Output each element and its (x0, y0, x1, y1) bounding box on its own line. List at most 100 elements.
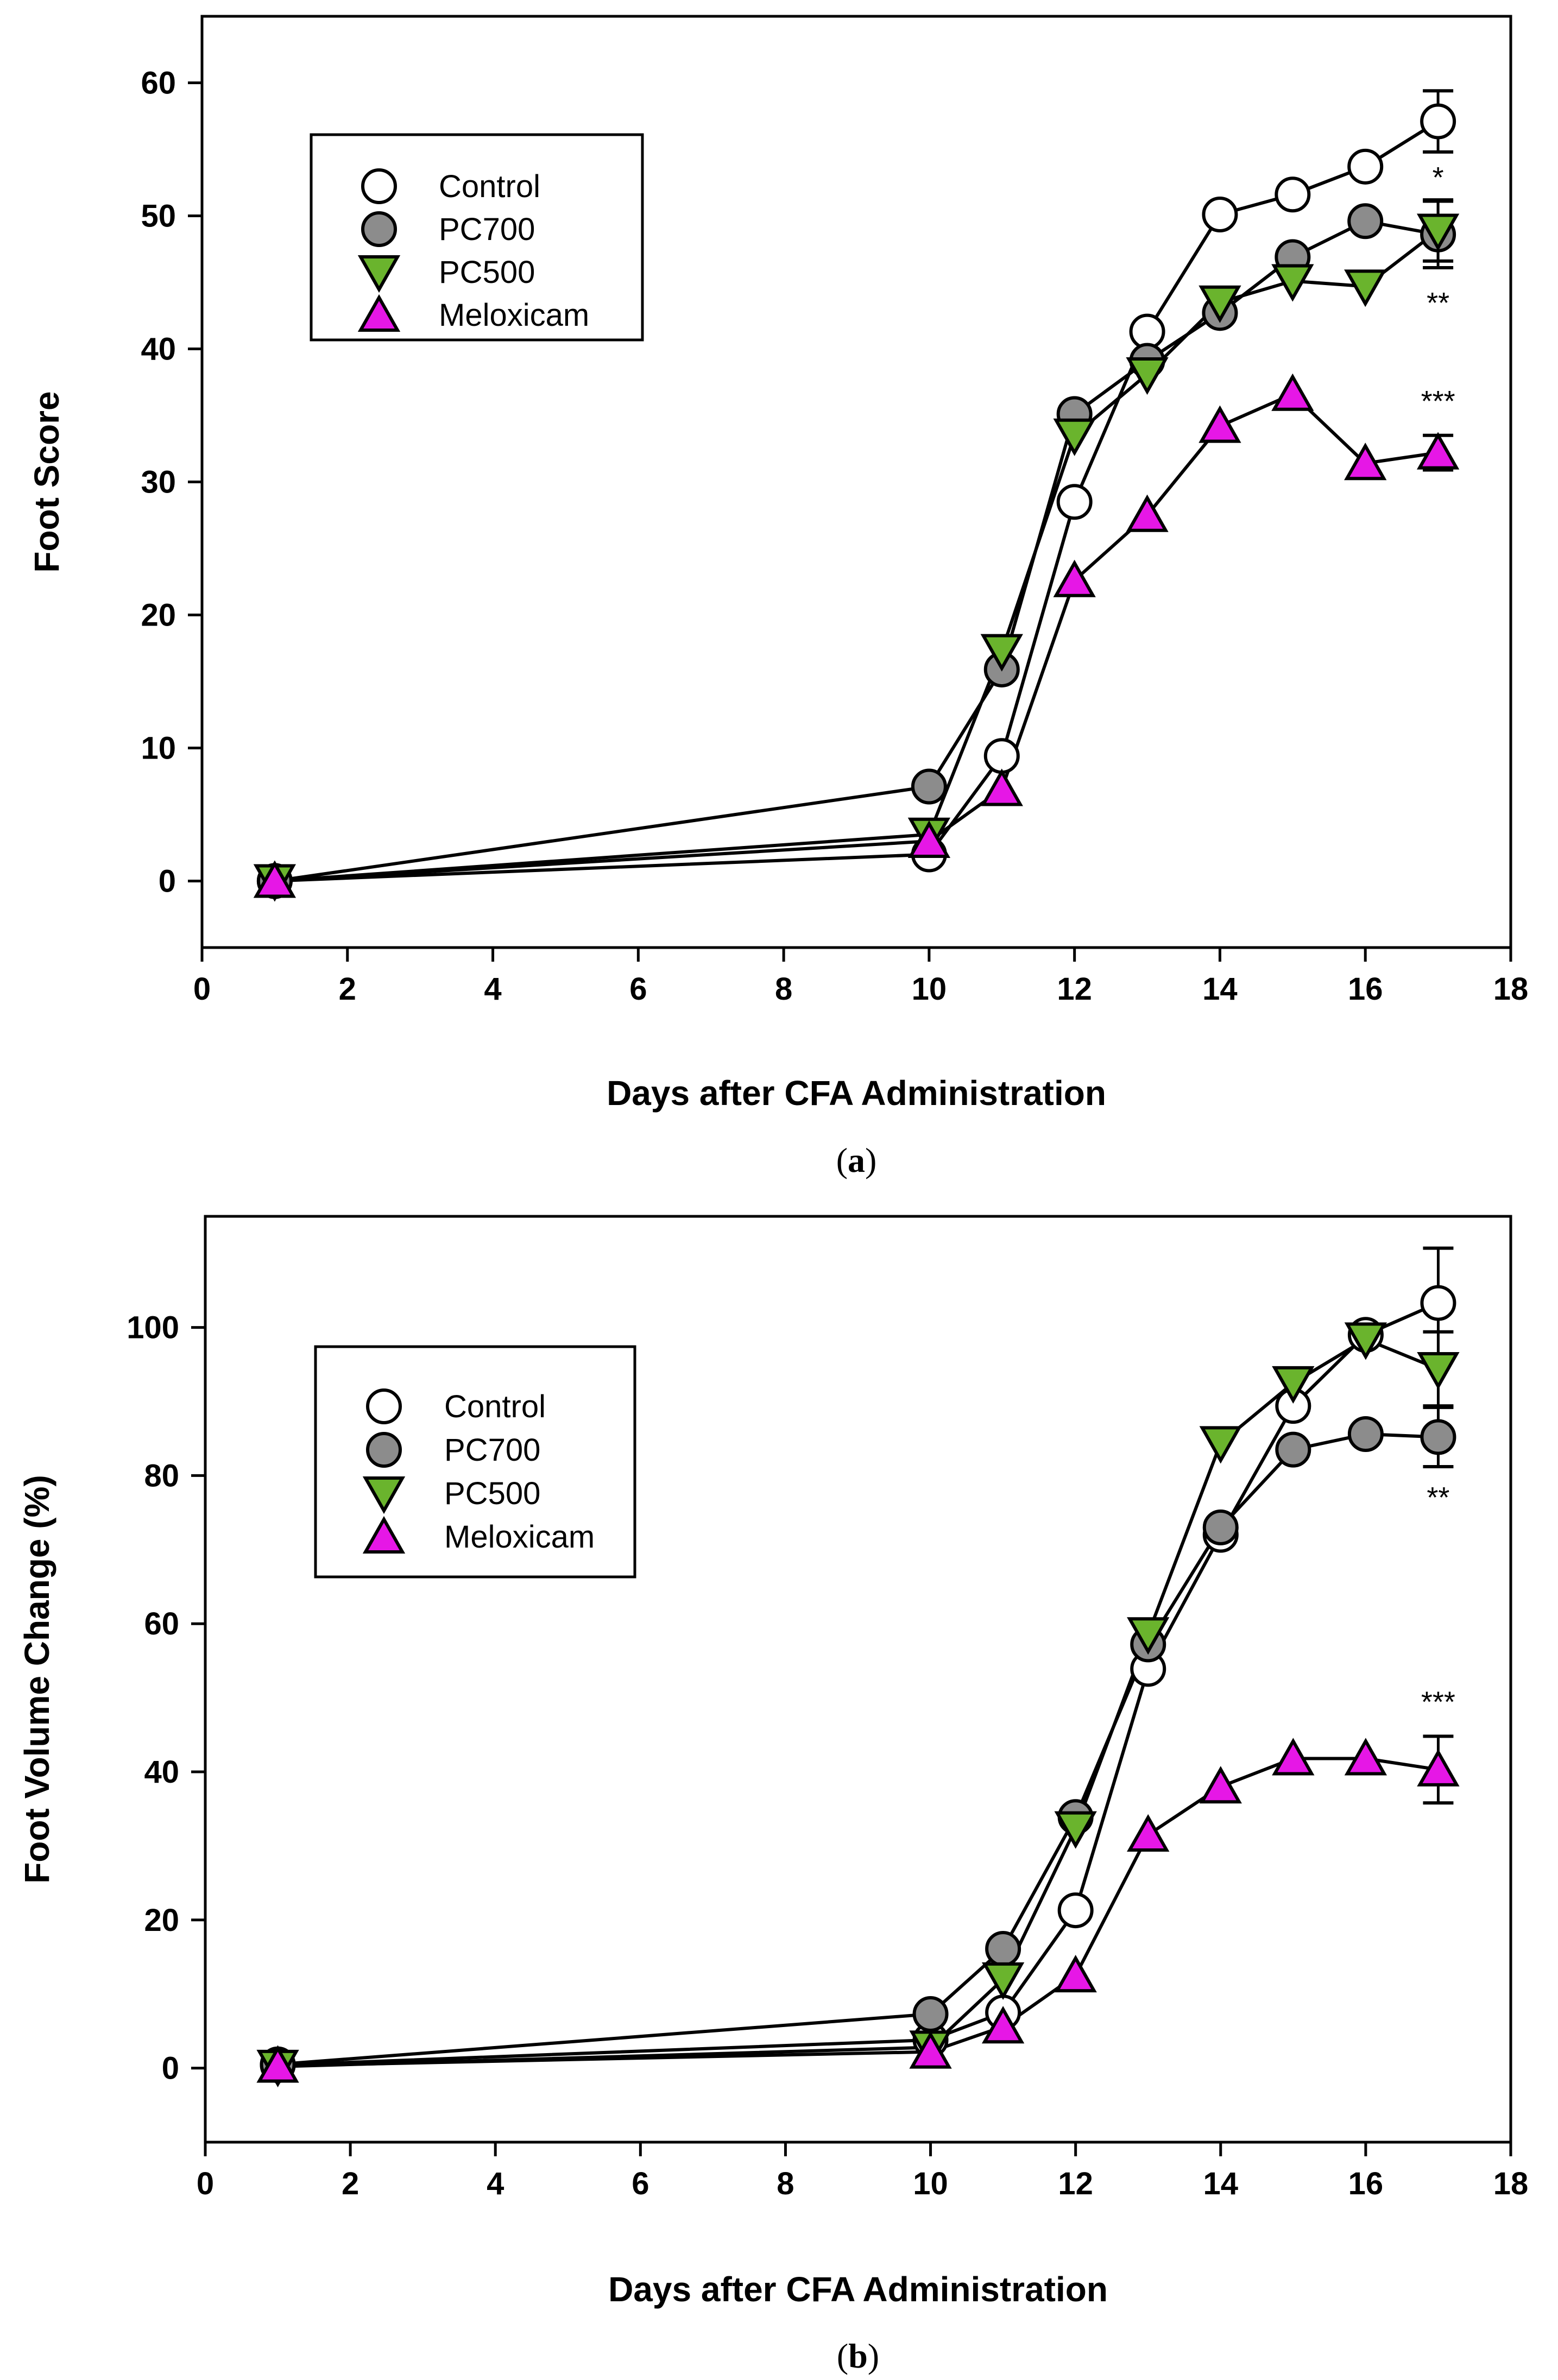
data-point-b-pc700-16 (1347, 1416, 1384, 1453)
significance-label-b-meloxicam: *** (1421, 1686, 1455, 1719)
data-point-b-meloxicam-10 (909, 2031, 952, 2069)
data-point-a-control-16 (1347, 148, 1384, 185)
data-point-b-meloxicam-15 (1272, 1738, 1315, 1776)
x-tick-label-a-2: 2 (339, 971, 356, 1007)
data-point-b-pc700-10 (912, 1996, 949, 2032)
y-tick-label-a-60: 60 (141, 66, 176, 101)
legend-label-a-pc500: PC500 (439, 255, 535, 290)
data-point-b-control-12 (1057, 1892, 1094, 1929)
chart-a: 0 2 4 6 8 10 12 14 16 18 0 10 20 30 40 50 60 Days after C… (27, 15, 1529, 1179)
legend-marker-a-meloxicam (357, 294, 401, 332)
data-point-a-control-12 (1056, 484, 1093, 520)
x-tick-label-a-16: 16 (1348, 971, 1383, 1007)
data-point-b-pc500-12 (1054, 1811, 1097, 1849)
y-tick-label-a-10: 10 (141, 731, 176, 766)
y-tick-label-a-20: 20 (141, 598, 176, 633)
legend-marker-b-control (366, 1388, 402, 1424)
significance-label-b-pc700: ** (1427, 1481, 1449, 1514)
data-point-a-meloxicam-11 (980, 768, 1023, 806)
legend-label-a-control: Control (439, 169, 540, 204)
data-point-b-meloxicam-17 (1417, 1748, 1460, 1786)
legend-marker-a-pc700 (361, 211, 397, 247)
data-point-b-meloxicam-13 (1127, 1814, 1170, 1852)
y-axis-title-a: Foot Score (27, 391, 66, 572)
data-point-a-meloxicam-10 (907, 820, 951, 858)
x-tick-label-b-14: 14 (1203, 2166, 1239, 2201)
data-point-a-control-17 (1420, 103, 1456, 140)
data-point-a-control-14 (1202, 197, 1238, 233)
data-point-a-pc700-10 (911, 768, 947, 805)
y-tick-label-a-30: 30 (141, 465, 176, 500)
x-tick-label-b-16: 16 (1348, 2166, 1384, 2201)
x-axis-title-a: Days after CFA Administration (607, 1074, 1106, 1113)
x-tick-label-a-10: 10 (912, 971, 947, 1007)
x-tick-label-b-12: 12 (1058, 2166, 1093, 2201)
data-point-a-meloxicam-1 (253, 860, 297, 898)
x-tick-label-a-12: 12 (1057, 971, 1092, 1007)
data-point-a-meloxicam-17 (1416, 432, 1460, 470)
significance-label-a-pc500: ** (1427, 287, 1449, 319)
x-tick-label-a-6: 6 (629, 971, 647, 1007)
x-axis-title-b: Days after CFA Administration (608, 2270, 1108, 2309)
data-point-b-meloxicam-12 (1054, 1955, 1097, 1993)
data-point-a-meloxicam-13 (1126, 494, 1169, 532)
data-point-a-pc500-16 (1344, 269, 1387, 307)
x-tick-label-b-18: 18 (1493, 2166, 1529, 2201)
data-point-b-pc500-16 (1344, 1322, 1387, 1360)
significance-label-a-meloxicam: *** (1421, 385, 1455, 418)
y-axis-title-b: Foot Volume Change (%) (17, 1475, 56, 1884)
data-point-a-meloxicam-16 (1344, 443, 1387, 481)
legend-label-b-control: Control (444, 1389, 546, 1424)
legend-marker-b-pc500 (362, 1476, 406, 1514)
panel-caption-a: (a) (836, 1141, 877, 1179)
data-point-a-pc700-16 (1347, 203, 1384, 239)
x-tick-label-a-8: 8 (775, 971, 792, 1007)
y-tick-label-b-0: 0 (162, 2051, 179, 2086)
legend-marker-a-control (361, 168, 397, 204)
significance-label-a-control: * (1433, 161, 1444, 194)
y-tick-label-a-40: 40 (141, 332, 176, 367)
y-tick-label-b-40: 40 (144, 1754, 179, 1790)
data-point-a-pc500-17 (1416, 213, 1460, 251)
data-point-b-pc700-17 (1420, 1419, 1456, 1455)
data-point-b-meloxicam-1 (256, 2045, 299, 2083)
data-point-b-pc700-15 (1275, 1431, 1311, 1468)
y-tick-label-a-50: 50 (141, 199, 176, 234)
data-point-b-pc500-14 (1199, 1426, 1242, 1464)
data-point-b-pc500-11 (981, 1962, 1025, 2000)
legend-marker-a-pc500 (357, 255, 401, 293)
legend-box-b (314, 1345, 636, 1579)
data-point-a-control-11 (983, 738, 1020, 774)
y-tick-label-b-100: 100 (127, 1310, 179, 1346)
data-point-a-pc500-11 (980, 634, 1023, 672)
data-point-b-pc700-11 (985, 1930, 1021, 1967)
data-point-b-control-17 (1420, 1285, 1456, 1321)
data-point-a-meloxicam-15 (1271, 373, 1314, 411)
data-point-a-pc500-14 (1199, 285, 1241, 323)
y-tick-label-b-60: 60 (144, 1606, 179, 1642)
x-tick-label-a-18: 18 (1493, 971, 1529, 1007)
data-point-b-meloxicam-16 (1344, 1738, 1387, 1776)
x-tick-label-a-4: 4 (484, 971, 501, 1007)
legend-marker-b-pc700 (366, 1432, 402, 1468)
legend-label-b-pc700: PC700 (444, 1432, 540, 1468)
legend-label-b-meloxicam: Meloxicam (444, 1519, 595, 1555)
x-tick-label-b-8: 8 (777, 2166, 794, 2201)
data-point-a-pc500-15 (1271, 264, 1314, 302)
data-point-b-meloxicam-11 (981, 2006, 1025, 2044)
data-point-b-pc500-13 (1127, 1617, 1170, 1655)
data-point-a-pc500-12 (1053, 418, 1096, 456)
x-tick-label-b-6: 6 (632, 2166, 649, 2201)
plot-frame-b (204, 1215, 1512, 2144)
chart-b: 0 2 4 6 8 10 12 14 16 18 0 20 40 60 80 100 Days after CF… (17, 1215, 1529, 2375)
data-point-a-pc500-13 (1126, 357, 1169, 395)
y-tick-label-a-0: 0 (159, 864, 176, 899)
legend-label-a-pc700: PC700 (439, 212, 535, 247)
x-tick-label-b-2: 2 (342, 2166, 359, 2201)
data-point-b-pc500-17 (1417, 1352, 1460, 1390)
y-tick-label-b-20: 20 (144, 1903, 179, 1938)
data-point-a-control-15 (1275, 176, 1311, 213)
data-point-a-meloxicam-14 (1199, 405, 1241, 443)
x-tick-label-b-0: 0 (197, 2166, 214, 2201)
